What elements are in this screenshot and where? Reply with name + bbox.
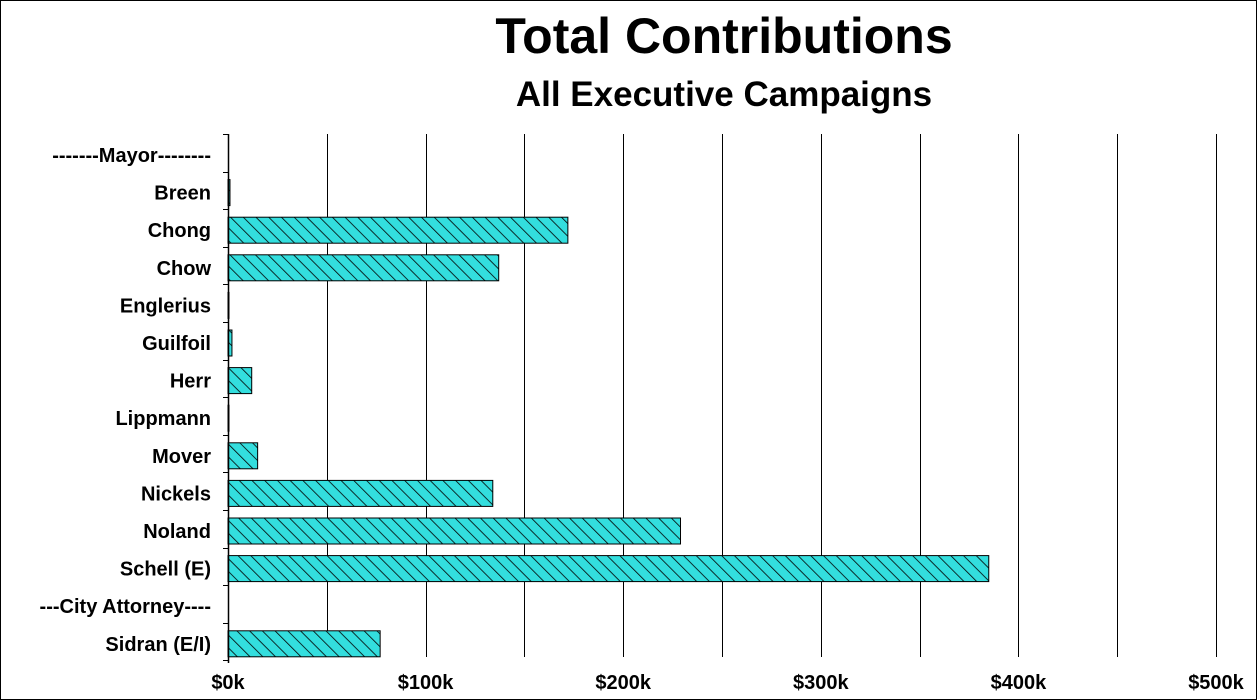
category-label: Chong — [148, 220, 211, 242]
x-tick-label: $400k — [991, 672, 1047, 694]
category-label: Guilfoil — [142, 333, 211, 355]
chart-title: Total Contributions — [495, 8, 953, 64]
x-tick-label: $300k — [793, 672, 849, 694]
x-tick-label: $0k — [211, 672, 245, 694]
bar — [227, 517, 682, 545]
category-label: Sidran (E/I) — [105, 634, 211, 656]
category-label: Noland — [143, 521, 211, 543]
bar — [227, 216, 569, 244]
category-label: Breen — [154, 183, 211, 205]
bar — [227, 254, 500, 282]
bar — [227, 630, 381, 658]
bar — [227, 479, 494, 507]
category-label: Englerius — [120, 295, 211, 317]
category-label: Schell (E) — [120, 559, 211, 581]
x-tick-label: $200k — [595, 672, 651, 694]
x-tick-label: $500k — [1188, 672, 1244, 694]
category-label: Lippmann — [115, 408, 211, 430]
category-label: -------Mayor-------- — [52, 145, 211, 167]
chart-subtitle: All Executive Campaigns — [515, 75, 933, 114]
bar — [227, 367, 253, 395]
category-label: Chow — [157, 258, 212, 280]
category-label: ---City Attorney---- — [40, 596, 211, 618]
bar — [227, 555, 990, 583]
category-label: Mover — [152, 446, 211, 468]
category-label: Nickels — [141, 483, 211, 505]
bar — [227, 442, 259, 470]
category-label: Herr — [170, 371, 211, 393]
x-tick-label: $100k — [398, 672, 454, 694]
